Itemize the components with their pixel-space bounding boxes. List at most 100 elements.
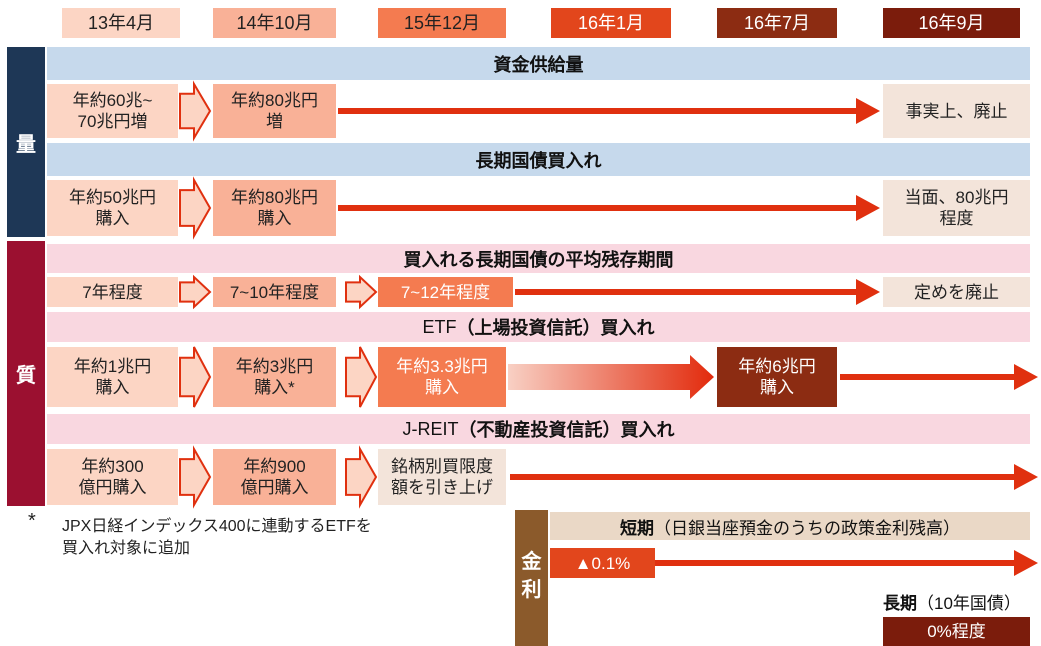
long-arrow	[515, 279, 880, 305]
section-title: J-REIT （不動産投資信託）買入れ	[47, 414, 1030, 444]
long-term-title-part: （10年国債）	[917, 593, 1021, 613]
cell-line: 7~12年程度	[401, 282, 490, 303]
step-arrow	[179, 176, 212, 240]
step-arrow	[179, 346, 212, 408]
cell-line: 年約900	[243, 456, 305, 477]
cell-text: 億円購入	[240, 478, 309, 497]
policy-cell: 年約60兆~ 70兆円増	[47, 84, 178, 138]
step-arrow	[179, 274, 212, 310]
step-arrow	[345, 346, 378, 408]
cell-text: 事実上、廃止	[905, 101, 1008, 121]
policy-cell: 年約6兆円購入	[717, 347, 837, 407]
short-term-title-part: （日銀当座預金のうちの政策金利残高）	[654, 518, 960, 538]
month-header: 15年12月	[378, 8, 506, 38]
section-title-part: （上場投資信託）買入れ	[456, 318, 655, 338]
cell-text: 年約900	[243, 457, 306, 476]
long-arrow	[510, 464, 1038, 490]
cell-text: 年約80兆円	[231, 188, 318, 207]
cell-line: 購入	[96, 208, 130, 229]
cell-line: 増	[266, 111, 283, 132]
section-title-part: 長期国債買入れ	[475, 150, 602, 171]
footnote: JPX日経インデックス400に連動するETFを 買入れ対象に追加	[62, 516, 372, 560]
policy-cell: 年約3.3兆円 購入	[378, 347, 506, 407]
cell-text: 7~12年程度	[400, 282, 491, 302]
policy-cell: 年約80兆円増	[213, 84, 336, 138]
cell-line: 億円購入	[79, 477, 147, 498]
month-label: 14年10月	[236, 12, 313, 33]
rate-label-box: 金利	[515, 510, 548, 646]
policy-cell: 年約80兆円 購入	[213, 180, 336, 236]
month-header: 16年9月	[883, 8, 1020, 38]
cell-line: 年約80兆円	[231, 90, 318, 111]
cell-text: 程度	[939, 209, 974, 228]
policy-cell: 年約900 億円購入	[213, 449, 336, 505]
footnote-line: 買入れ対象に追加	[62, 538, 372, 560]
quality-label-box: 質	[7, 241, 45, 506]
policy-cell: 7年程度	[47, 277, 178, 307]
section-title-part: （不動産投資信託）買入れ	[458, 420, 675, 440]
quantity-label-box: 量	[7, 47, 45, 237]
month-label: 13年4月	[87, 12, 155, 33]
section-title: 長期国債買入れ	[47, 143, 1030, 176]
cell-line: 年約50兆円	[69, 187, 156, 208]
cell-text: 7年程度	[82, 282, 143, 302]
cell-line: 億円購入	[241, 477, 309, 498]
short-term-value-text: ▲0.1%	[574, 553, 631, 573]
cell-line: 程度	[940, 208, 974, 229]
section-title: 資金供給量	[47, 47, 1030, 80]
cell-line: 年約300	[81, 456, 143, 477]
short-term-value: ▲0.1%	[550, 548, 655, 578]
cell-line: 年約6兆円	[738, 356, 815, 377]
footnote-text: JPX日経インデックス400に連動するETFを	[62, 518, 372, 535]
cell-text: 年約50兆円	[69, 188, 156, 207]
cell-line: 7年程度	[82, 282, 142, 303]
cell-line: 事実上、廃止	[906, 101, 1008, 122]
cell-text: 70兆円増	[77, 112, 148, 131]
cell-text: 年約300	[81, 457, 144, 476]
section-title-part: J-REIT	[402, 418, 459, 439]
month-label: 16年1月	[577, 12, 645, 33]
step-arrow	[345, 274, 378, 310]
section-title-part: 買入れる長期国債の平均残存期間	[403, 249, 674, 270]
footnote-mark: *	[28, 510, 36, 532]
month-header: 13年4月	[62, 8, 180, 38]
policy-cell: 当面、80兆円 程度	[883, 180, 1030, 236]
cell-text: 億円購入	[78, 478, 147, 497]
cell-text: 年約3兆円	[235, 357, 314, 376]
cell-line: 購入*	[254, 377, 295, 398]
quantity-label: 量	[16, 133, 36, 156]
policy-cell: 年約3兆円 購入*	[213, 347, 336, 407]
section-title: ETF （上場投資信託）買入れ	[47, 312, 1030, 342]
cell-line: 年約3.3兆円	[396, 356, 488, 377]
cell-line: 購入	[96, 377, 130, 398]
cell-line: 年約1兆円	[74, 356, 151, 377]
footnote-text: 買入れ対象に追加	[62, 540, 191, 557]
cell-text: 購入	[95, 209, 130, 228]
month-header: 14年10月	[213, 8, 336, 38]
long-term-title: 長期 （10年国債）	[883, 588, 1038, 614]
cell-text: 年約3.3兆円	[396, 357, 488, 376]
cell-line: 年約60兆~	[73, 90, 153, 111]
policy-cell: 7~10年程度	[213, 277, 336, 307]
cell-line: 定めを廃止	[914, 282, 999, 303]
cell-text: 購入	[760, 378, 794, 397]
rate-label-line: 利	[522, 576, 542, 604]
policy-cell: 年約300 億円購入	[47, 449, 178, 505]
cell-line: 購入	[760, 377, 794, 398]
cell-text: 購入	[95, 378, 130, 397]
cell-line: 70兆円増	[78, 111, 148, 132]
cell-line: 当面、80兆円	[905, 187, 1009, 208]
cell-line: 額を引き上げ	[391, 477, 493, 498]
cell-text: 年約60兆~	[72, 91, 153, 110]
long-arrow	[338, 195, 880, 221]
policy-cell: 定めを廃止	[883, 277, 1030, 307]
long-term-value-text: 0%程度	[927, 622, 986, 641]
cell-text: 年約6兆円	[738, 357, 816, 376]
cell-text: 購入	[425, 378, 459, 397]
footnote-line: JPX日経インデックス400に連動するETFを	[62, 516, 372, 538]
cell-text: 年約1兆円	[73, 357, 152, 376]
rate-label: 利	[521, 579, 542, 601]
cell-text: 増	[266, 112, 283, 131]
cell-line: 銘柄別買限度	[391, 456, 493, 477]
